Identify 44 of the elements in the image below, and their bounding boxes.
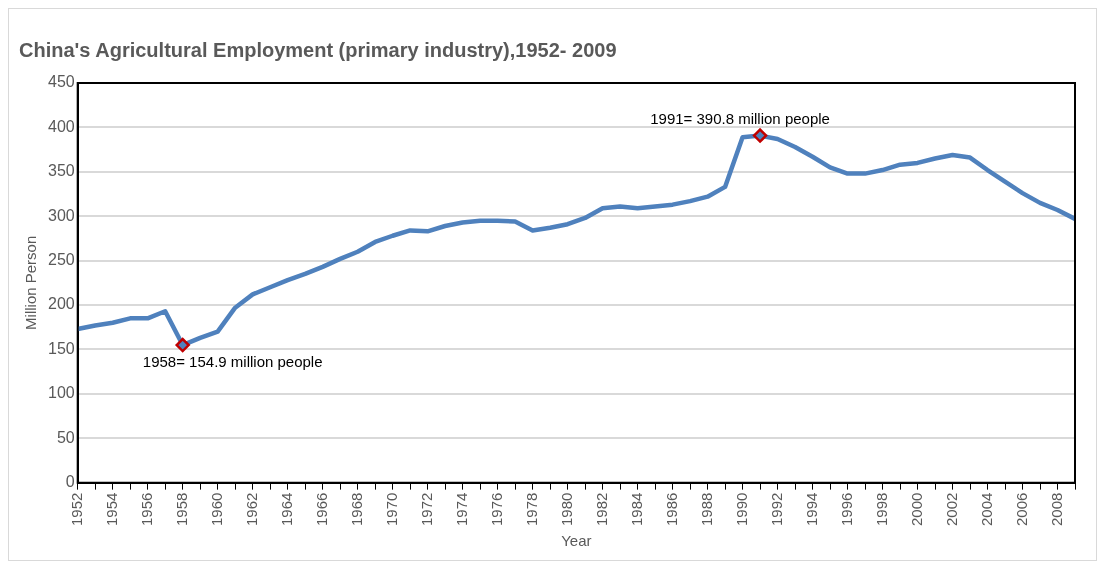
- x-tick-label: 1976: [487, 492, 505, 527]
- x-tick-label: 1970: [382, 492, 400, 527]
- x-tick-label: 1996: [837, 492, 855, 527]
- x-tick-label: 2006: [1012, 492, 1030, 527]
- x-tick-label: 1992: [767, 492, 785, 527]
- x-tick-label: 1990: [732, 492, 750, 527]
- x-tick-label: 2002: [942, 492, 960, 527]
- x-axis-title: Year: [561, 532, 592, 550]
- x-tick-label: 1956: [137, 492, 155, 527]
- x-tick-label: 1954: [102, 492, 120, 527]
- x-tick-label: 1962: [242, 492, 260, 527]
- x-tick-label: 2000: [907, 492, 925, 527]
- x-tick-label: 1982: [592, 492, 610, 527]
- x-tick-label: 1978: [522, 492, 540, 527]
- chart-title: China's Agricultural Employment (primary industry),1952- 2009: [19, 38, 617, 61]
- y-tick-label: 150: [47, 339, 75, 357]
- x-tick-label: 1988: [697, 492, 715, 527]
- y-tick-label: 50: [56, 428, 75, 446]
- x-tick-label: 1960: [207, 492, 225, 527]
- x-tick-label: 1952: [67, 492, 85, 527]
- x-tick-label: 1958: [172, 492, 190, 527]
- y-tick-label: 400: [47, 117, 75, 135]
- x-tick-label: 1972: [417, 492, 435, 527]
- x-tick-label: 1964: [277, 492, 295, 527]
- y-tick-label: 0: [65, 473, 75, 491]
- y-tick-label: 100: [47, 384, 75, 402]
- x-tick-label: 1994: [802, 492, 820, 527]
- y-tick-label: 200: [47, 295, 75, 313]
- x-tick-label: 1974: [452, 492, 470, 527]
- x-tick-label: 1968: [347, 492, 365, 527]
- annotation: 1991= 390.8 million people: [650, 110, 830, 128]
- y-tick-label: 300: [47, 206, 75, 224]
- y-tick-label: 350: [47, 162, 75, 180]
- x-tick-label: 1986: [662, 492, 680, 527]
- y-axis-title: Million Person: [22, 235, 40, 330]
- x-tick-label: 1966: [312, 492, 330, 527]
- x-tick-label: 2008: [1047, 492, 1065, 527]
- y-tick-label: 450: [47, 73, 75, 91]
- x-tick-label: 2004: [977, 492, 995, 527]
- annotation: 1958= 154.9 million people: [142, 352, 323, 370]
- y-tick-label: 250: [47, 251, 75, 269]
- x-tick-label: 1984: [627, 492, 645, 527]
- x-tick-label: 1998: [872, 492, 890, 527]
- x-tick-label: 1980: [557, 492, 575, 527]
